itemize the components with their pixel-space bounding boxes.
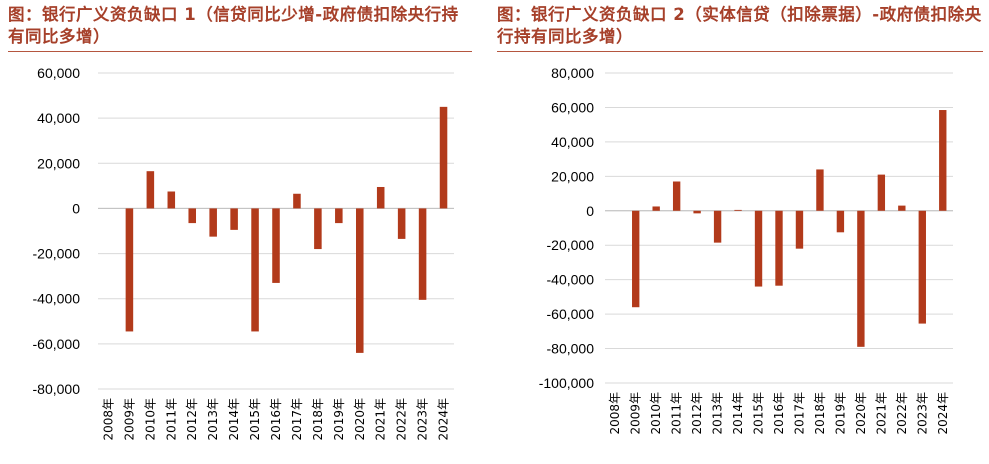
bar (918, 210, 926, 324)
y-tick-label: 80,000 (551, 65, 594, 81)
bar (272, 208, 280, 283)
x-tick-label: 2022年 (395, 398, 409, 441)
chart-title-2: 图：银行广义资负缺口 2（实体信贷（扣除票据）-政府债扣除央行持有同比多增） (497, 5, 982, 46)
x-tick-label: 2020年 (353, 398, 367, 441)
bar (355, 208, 364, 353)
x-tick-label: 2018年 (813, 392, 827, 435)
x-tick-label: 2012年 (185, 398, 199, 441)
bar (672, 181, 681, 211)
bar (335, 208, 343, 224)
bar (439, 106, 448, 209)
y-tick-label: -60,000 (33, 336, 81, 352)
x-tick-label: 2017年 (792, 392, 806, 435)
x-tick-label: 2013年 (206, 398, 220, 441)
x-tick-label: 2016年 (269, 398, 283, 441)
y-tick-label: 40,000 (551, 134, 594, 150)
chart-panel-2: 图：银行广义资负缺口 2（实体信贷（扣除票据）-政府债扣除央行持有同比多增） 8… (489, 0, 989, 464)
y-tick-label: -100,000 (539, 375, 594, 391)
x-tick-label: 2010年 (649, 392, 663, 435)
bar (836, 210, 845, 233)
x-tick-label: 2021年 (874, 392, 888, 435)
x-tick-label: 2016年 (772, 392, 786, 435)
y-tick-label: 60,000 (37, 65, 80, 81)
x-tick-label: 2009年 (629, 392, 643, 435)
x-tick-label: 2019年 (833, 392, 847, 435)
y-tick-label: 20,000 (37, 155, 80, 171)
bar (877, 174, 886, 211)
x-tick-label: 2017年 (290, 398, 304, 441)
x-tick-label: 2015年 (752, 392, 766, 435)
bar (939, 110, 947, 211)
y-tick-label: -60,000 (547, 306, 595, 322)
bar (693, 210, 701, 214)
x-tick-label: 2011年 (164, 398, 178, 441)
bar (397, 208, 406, 239)
x-tick-label: 2021年 (374, 398, 388, 441)
chart-2: 80,000 60,000 40,000 20,000 0 -20,000 -40,000 -… (539, 65, 953, 435)
y-tick-label: 0 (72, 200, 80, 216)
bar (734, 209, 742, 211)
x-tick-label: 2024年 (936, 392, 950, 435)
y-tick-label: -40,000 (33, 291, 81, 307)
bar (293, 193, 301, 209)
x-tick-label: 2014年 (731, 392, 745, 435)
x-tick-label: 2024年 (437, 398, 451, 441)
bar (167, 191, 176, 209)
x-tick-label: 2023年 (416, 398, 430, 441)
x-tick-label: 2009年 (122, 398, 136, 441)
bar (632, 210, 640, 308)
x-tick-label: 2019年 (332, 398, 346, 441)
y-tick-label: 60,000 (551, 99, 594, 115)
bar (754, 210, 763, 287)
y-tick-label: -80,000 (547, 341, 595, 357)
bar (230, 208, 238, 230)
x-tick-label: 2018年 (311, 398, 325, 441)
x-tick-label: 2008年 (101, 398, 115, 441)
y-tick-label: -20,000 (33, 246, 81, 262)
chart-panel-1: 图：银行广义资负缺口 1（信贷同比少增-政府债扣除央行持有同比多增） 60,00… (0, 0, 478, 464)
bar (713, 210, 722, 243)
x-tick-label: 2020年 (854, 392, 868, 435)
x-tick-label: 2011年 (670, 392, 684, 435)
bar (857, 210, 865, 347)
bar (376, 186, 385, 209)
x-tick-label: 2022年 (895, 392, 909, 435)
chart-1: 60,000 40,000 20,000 0 -20,000 -40,000 -60,000… (33, 65, 454, 441)
y-tick-label: -40,000 (547, 272, 595, 288)
y-tick-label: -20,000 (547, 237, 595, 253)
bar (816, 169, 824, 211)
x-tick-label: 2012年 (690, 392, 704, 435)
bar (209, 208, 217, 237)
title-rule-2 (497, 51, 983, 52)
x-tick-label: 2014年 (227, 398, 241, 441)
y-tick-label: 0 (586, 203, 594, 219)
bar (125, 208, 134, 332)
chart-title-1: 图：银行广义资负缺口 1（信贷同比少增-政府债扣除央行持有同比多增） (8, 5, 459, 46)
bar (795, 210, 804, 249)
x-tick-label: 2015年 (248, 398, 262, 441)
bar (898, 205, 906, 211)
bar (146, 171, 155, 209)
x-tick-label: 2023年 (915, 392, 929, 435)
bar (251, 208, 259, 332)
y-tick-label: 40,000 (37, 110, 80, 126)
bar (418, 208, 427, 300)
x-tick-label: 2008年 (608, 392, 622, 435)
bar (652, 206, 660, 211)
bar (314, 208, 322, 250)
title-rule-1 (8, 51, 472, 52)
x-tick-label: 2010年 (143, 398, 157, 441)
x-tick-label: 2013年 (711, 392, 725, 435)
bar (775, 210, 783, 286)
y-tick-label: -80,000 (33, 381, 81, 397)
bar (188, 208, 197, 224)
y-tick-label: 20,000 (551, 168, 594, 184)
